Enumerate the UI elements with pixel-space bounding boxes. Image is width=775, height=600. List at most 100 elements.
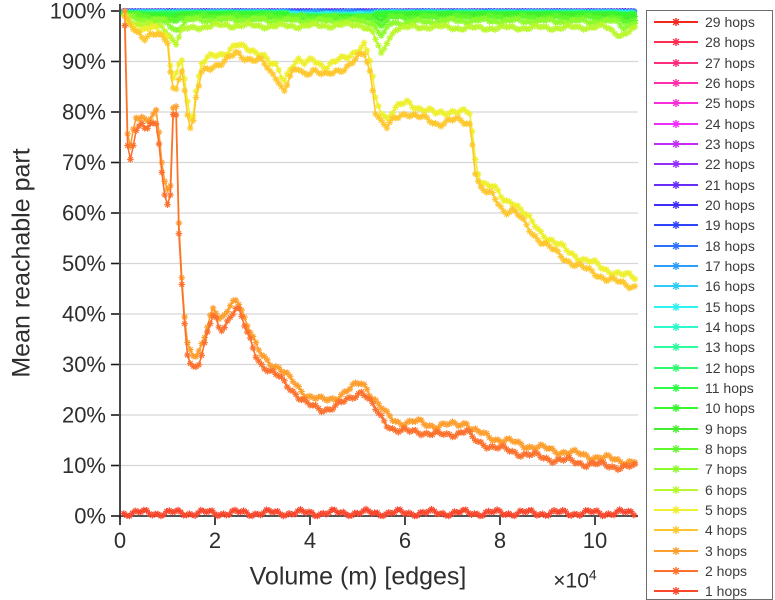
legend-marker-icon (672, 58, 680, 67)
legend-item-label: 5 hops (705, 502, 748, 519)
legend-item: 23 hops (652, 134, 772, 154)
legend-line-sample (654, 79, 698, 88)
legend: 29 hops 28 hops 27 hops 26 hops 25 hops 24 ho… (646, 10, 773, 600)
legend-line-sample (654, 526, 698, 535)
y-axis-title: Mean reachable part (7, 148, 36, 378)
legend-item: 1 hops (652, 581, 772, 600)
legend-line-sample (654, 241, 698, 250)
legend-marker-icon (672, 384, 680, 393)
legend-item-label: 16 hops (705, 278, 755, 295)
legend-line-sample (654, 262, 698, 271)
legend-item: 12 hops (652, 358, 772, 378)
legend-line-sample (654, 119, 698, 128)
legend-marker-icon (672, 160, 680, 169)
legend-marker-icon (672, 506, 680, 515)
x-tick-label: 10 (583, 528, 607, 553)
y-tick-label: 90% (62, 49, 106, 74)
legend-marker-icon (672, 241, 680, 250)
legend-item-label: 1 hops (705, 583, 748, 600)
legend-line-sample (654, 302, 698, 311)
legend-item-label: 6 hops (705, 481, 748, 498)
legend-marker-icon (672, 201, 680, 210)
legend-marker-icon (672, 363, 680, 372)
legend-item: 15 hops (652, 297, 772, 317)
legend-line-sample (654, 465, 698, 474)
legend-line-sample (654, 567, 698, 576)
legend-line-sample (654, 99, 698, 108)
legend-item: 18 hops (652, 236, 772, 256)
legend-item-label: 7 hops (705, 461, 748, 478)
legend-item: 5 hops (652, 500, 772, 520)
legend-item-label: 20 hops (705, 197, 755, 214)
y-tick-label: 50% (62, 251, 106, 276)
y-tick-label: 80% (62, 100, 106, 125)
legend-item-label: 22 hops (705, 156, 755, 173)
legend-line-sample (654, 363, 698, 372)
legend-item: 6 hops (652, 480, 772, 500)
y-tick-label: 20% (62, 403, 106, 428)
legend-line-sample (654, 485, 698, 494)
legend-item: 25 hops (652, 93, 772, 113)
y-tick-label: 0% (74, 504, 106, 529)
legend-line-sample (654, 587, 698, 596)
legend-item: 11 hops (652, 378, 772, 398)
y-tick-label: 40% (62, 302, 106, 327)
legend-line-sample (654, 282, 698, 291)
legend-marker-icon (672, 18, 680, 27)
legend-item-label: 8 hops (705, 441, 748, 458)
legend-item-label: 3 hops (705, 542, 748, 559)
legend-marker-icon (672, 404, 680, 413)
series-markers-1-hops (120, 505, 638, 520)
series-group (120, 7, 639, 520)
legend-marker-icon (672, 99, 680, 108)
legend-item: 26 hops (652, 73, 772, 93)
legend-item-label: 15 hops (705, 298, 755, 315)
legend-line-sample (654, 201, 698, 210)
legend-marker-icon (672, 445, 680, 454)
legend-marker-icon (672, 526, 680, 535)
legend-item-label: 26 hops (705, 75, 755, 92)
legend-item: 8 hops (652, 439, 772, 459)
legend-marker-icon (672, 119, 680, 128)
legend-item: 20 hops (652, 195, 772, 215)
legend-item-label: 13 hops (705, 339, 755, 356)
legend-line-sample (654, 160, 698, 169)
legend-item-label: 4 hops (705, 522, 748, 539)
legend-item-label: 10 hops (705, 400, 755, 417)
legend-item-label: 17 hops (705, 258, 755, 275)
legend-marker-icon (672, 485, 680, 494)
exponent-power: 4 (588, 566, 597, 583)
x-axis-exponent: ×104 (553, 567, 596, 594)
legend-item-label: 18 hops (705, 237, 755, 254)
legend-item: 28 hops (652, 32, 772, 52)
legend-line-sample (654, 323, 698, 332)
legend-item-label: 24 hops (705, 115, 755, 132)
legend-item: 21 hops (652, 175, 772, 195)
legend-item: 24 hops (652, 114, 772, 134)
legend-item: 13 hops (652, 337, 772, 357)
legend-line-sample (654, 404, 698, 413)
y-tick-label: 100% (50, 0, 106, 24)
legend-item-label: 21 hops (705, 176, 755, 193)
legend-line-sample (654, 546, 698, 555)
legend-marker-icon (672, 587, 680, 596)
legend-line-sample (654, 343, 698, 352)
x-tick-label: 2 (209, 528, 221, 553)
legend-item-label: 9 hops (705, 420, 748, 437)
legend-item: 27 hops (652, 53, 772, 73)
legend-marker-icon (672, 567, 680, 576)
y-tick-label: 70% (62, 150, 106, 175)
x-tick-label: 0 (114, 528, 126, 553)
x-tick-label: 8 (494, 528, 506, 553)
legend-marker-icon (672, 546, 680, 555)
legend-line-sample (654, 506, 698, 515)
legend-marker-icon (672, 180, 680, 189)
legend-item-label: 12 hops (705, 359, 755, 376)
legend-line-sample (654, 221, 698, 230)
legend-item-label: 14 hops (705, 319, 755, 336)
legend-marker-icon (672, 79, 680, 88)
legend-item: 14 hops (652, 317, 772, 337)
legend-marker-icon (672, 323, 680, 332)
legend-line-sample (654, 58, 698, 67)
